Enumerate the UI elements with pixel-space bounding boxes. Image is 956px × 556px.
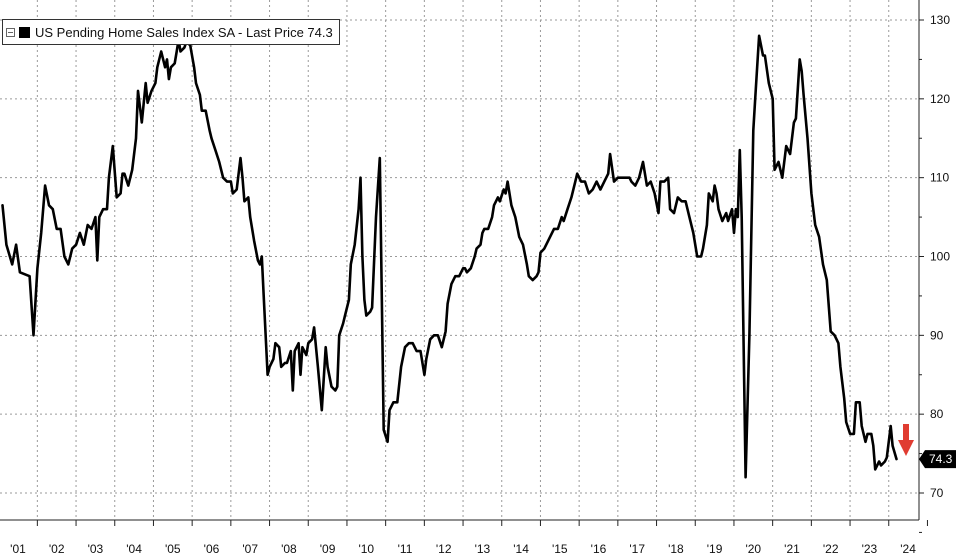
x-tick-label: '05 <box>165 542 181 556</box>
x-tick-label: '07 <box>242 542 258 556</box>
x-tick-label: '16 <box>591 542 607 556</box>
x-tick-label: '08 <box>281 542 297 556</box>
legend-toggle-icon[interactable] <box>6 27 15 37</box>
x-tick-label: '10 <box>358 542 374 556</box>
x-tick-label: '03 <box>88 542 104 556</box>
legend-swatch <box>19 26 30 38</box>
down-arrow-icon <box>898 424 914 456</box>
y-tick-label: 100 <box>930 250 950 264</box>
x-tick-label: '18 <box>668 542 684 556</box>
x-tick-label: '24 <box>900 542 916 556</box>
x-tick-label: '09 <box>320 542 336 556</box>
x-tick-label: '04 <box>126 542 142 556</box>
x-tick-label: '11 <box>398 542 413 556</box>
x-tick-label: '20 <box>745 542 761 556</box>
x-tick-label: '23 <box>862 542 878 556</box>
x-tick-label: '01 <box>10 542 26 556</box>
x-tick-label: '12 <box>436 542 452 556</box>
y-tick-label: 80 <box>930 407 944 421</box>
x-tick-label: '14 <box>513 542 529 556</box>
legend-entry: US Pending Home Sales Index SA - Last Pr… <box>35 24 333 40</box>
y-tick-label: 110 <box>930 171 949 185</box>
chart-legend: US Pending Home Sales Index SA - Last Pr… <box>2 19 340 45</box>
x-tick-label: '15 <box>552 542 568 556</box>
x-tick-label: '17 <box>629 542 645 556</box>
last-price-label: 74.3 <box>929 452 953 466</box>
x-tick-label: '22 <box>823 542 839 556</box>
x-tick-label: '13 <box>475 542 491 556</box>
y-tick-label: 130 <box>930 13 950 27</box>
x-tick-label: '06 <box>204 542 220 556</box>
y-tick-label: 70 <box>930 486 944 500</box>
x-tick-label: '19 <box>707 542 723 556</box>
series-line-pending-home-sales <box>1 34 898 479</box>
y-tick-label: 90 <box>930 328 944 342</box>
x-tick-label: '21 <box>784 542 800 556</box>
y-tick-label: 120 <box>930 92 950 106</box>
x-tick-label: '02 <box>49 542 65 556</box>
last-price-box <box>919 450 956 469</box>
